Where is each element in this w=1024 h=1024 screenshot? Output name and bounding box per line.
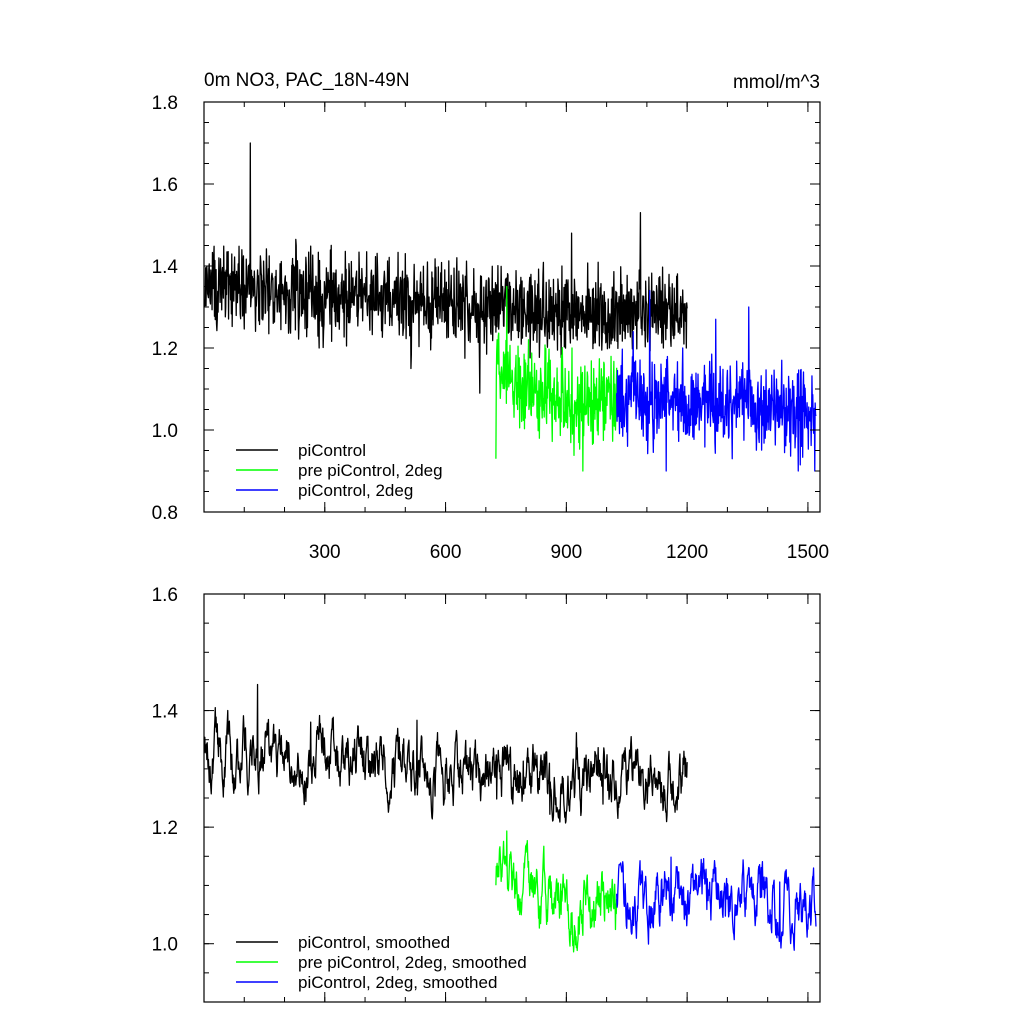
bottom-y-tick-label-1: 1.2 xyxy=(152,818,178,839)
panel-top: 0m NO3, PAC_18N-49N mmol/m^3 300 600 900 12… xyxy=(152,70,829,563)
top-y-tick-label-3: 1.4 xyxy=(152,257,179,278)
top-series-line-1 xyxy=(495,285,618,472)
top-x-tick-label-0: 300 xyxy=(309,542,341,563)
top-chart-units: mmol/m^3 xyxy=(733,72,820,93)
top-legend-label-1: pre piControl, 2deg xyxy=(298,461,443,480)
top-chart-title: 0m NO3, PAC_18N-49N xyxy=(204,70,410,91)
bottom-y-tick-label-2: 1.4 xyxy=(152,702,179,723)
bottom-series-line-0 xyxy=(203,683,688,824)
bottom-ticks-group: 1.0 1.2 1.4 1.6 xyxy=(152,585,820,1003)
top-y-tick-label-5: 1.8 xyxy=(152,93,178,114)
top-legend-label-0: piControl xyxy=(298,441,366,460)
top-y-tick-label-1: 1.0 xyxy=(152,421,178,442)
top-plot-frame xyxy=(203,101,821,513)
top-x-tick-label-3: 1200 xyxy=(666,542,708,563)
bottom-legend: piControl, smoothed pre piControl, 2deg,… xyxy=(236,933,527,992)
bottom-plot-frame xyxy=(203,593,821,1003)
bottom-series-group xyxy=(203,683,817,953)
top-x-tick-label-4: 1500 xyxy=(787,542,829,563)
bottom-series-line-2 xyxy=(616,856,817,951)
bottom-legend-label-2: piControl, 2deg, smoothed xyxy=(298,973,497,992)
panel-bottom: 1.0 1.2 1.4 1.6 piControl, smoothed pre piC… xyxy=(152,585,821,1003)
top-y-tick-label-0: 0.8 xyxy=(152,503,178,524)
top-y-tick-label-2: 1.2 xyxy=(152,339,178,360)
bottom-y-tick-label-0: 1.0 xyxy=(152,935,178,956)
bottom-legend-label-1: pre piControl, 2deg, smoothed xyxy=(298,953,527,972)
bottom-legend-label-0: piControl, smoothed xyxy=(298,933,450,952)
bottom-series-line-1 xyxy=(495,830,618,953)
top-series-line-0 xyxy=(203,142,688,394)
top-series-line-2 xyxy=(616,289,817,472)
top-x-tick-label-2: 900 xyxy=(551,542,583,563)
top-legend: piControl pre piControl, 2deg piControl,… xyxy=(236,441,443,500)
top-x-tick-label-1: 600 xyxy=(430,542,462,563)
top-y-tick-label-4: 1.6 xyxy=(152,175,178,196)
bottom-y-tick-label-3: 1.6 xyxy=(152,585,178,606)
top-legend-label-2: piControl, 2deg xyxy=(298,481,413,500)
top-series-group xyxy=(203,142,817,472)
top-ticks-group: 300 600 900 1200 1500 0.8 1.0 1.2 1.4 1.6 1.8 xyxy=(152,93,829,563)
